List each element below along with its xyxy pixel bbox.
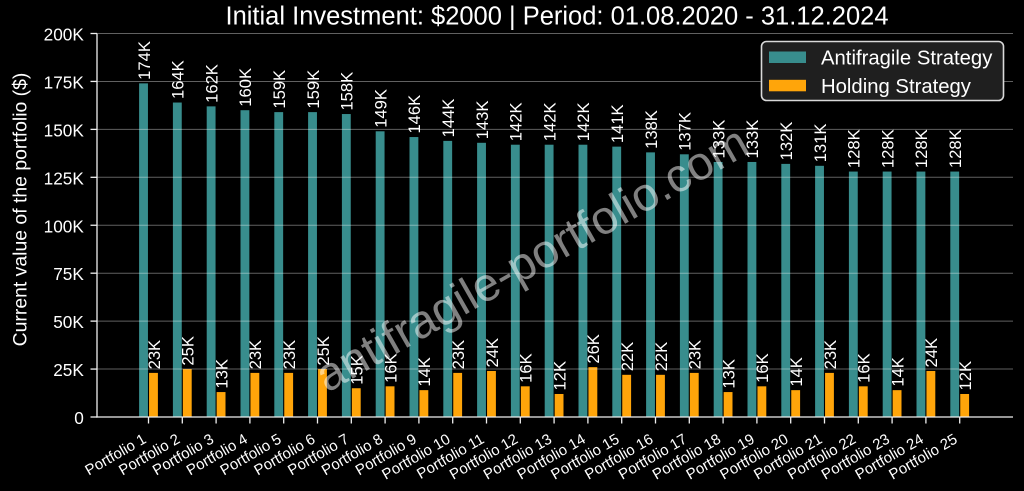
svg-text:128K: 128K — [878, 129, 897, 168]
svg-text:150K: 150K — [44, 120, 85, 140]
svg-text:23K: 23K — [280, 340, 299, 370]
svg-text:125K: 125K — [44, 168, 85, 188]
svg-text:25K: 25K — [53, 360, 84, 380]
svg-text:12K: 12K — [550, 361, 569, 391]
svg-text:128K: 128K — [946, 129, 965, 168]
svg-text:50K: 50K — [53, 312, 84, 332]
svg-text:133K: 133K — [743, 120, 762, 159]
svg-text:175K: 175K — [44, 72, 85, 92]
svg-text:23K: 23K — [246, 340, 265, 370]
svg-text:160K: 160K — [236, 68, 255, 107]
svg-text:142K: 142K — [540, 102, 559, 141]
svg-text:Current value of the portfolio: Current value of the portfolio ($) — [10, 73, 32, 347]
svg-text:131K: 131K — [811, 124, 830, 163]
svg-text:162K: 162K — [202, 64, 221, 103]
svg-text:Holding Strategy: Holding Strategy — [821, 76, 972, 98]
svg-text:142K: 142K — [507, 102, 526, 141]
svg-text:26K: 26K — [584, 334, 603, 364]
svg-text:23K: 23K — [686, 340, 705, 370]
svg-text:159K: 159K — [270, 70, 289, 109]
svg-text:Antifragile Strategy: Antifragile Strategy — [821, 48, 993, 70]
svg-text:24K: 24K — [922, 338, 941, 368]
svg-text:23K: 23K — [821, 340, 840, 370]
svg-text:25K: 25K — [314, 336, 333, 366]
svg-text:174K: 174K — [135, 41, 154, 80]
svg-text:137K: 137K — [676, 112, 695, 151]
svg-text:14K: 14K — [415, 357, 434, 387]
svg-text:138K: 138K — [642, 110, 661, 149]
svg-text:13K: 13K — [719, 359, 738, 389]
svg-text:164K: 164K — [169, 60, 188, 99]
svg-text:15K: 15K — [348, 355, 367, 385]
svg-text:200K: 200K — [44, 25, 85, 45]
svg-text:141K: 141K — [608, 104, 627, 143]
svg-text:14K: 14K — [888, 357, 907, 387]
svg-text:16K: 16K — [381, 353, 400, 383]
svg-text:128K: 128K — [845, 129, 864, 168]
svg-text:13K: 13K — [212, 359, 231, 389]
svg-text:24K: 24K — [483, 338, 502, 368]
svg-text:149K: 149K — [371, 89, 390, 128]
svg-text:23K: 23K — [145, 340, 164, 370]
svg-text:144K: 144K — [439, 99, 458, 138]
svg-text:128K: 128K — [912, 129, 931, 168]
svg-text:146K: 146K — [405, 95, 424, 134]
svg-text:132K: 132K — [777, 122, 796, 161]
svg-text:143K: 143K — [473, 101, 492, 140]
svg-text:75K: 75K — [53, 264, 84, 284]
svg-text:25K: 25K — [179, 336, 198, 366]
svg-text:Initial Investment: $2000 | Pe: Initial Investment: $2000 | Period: 01.0… — [226, 2, 889, 30]
svg-text:100K: 100K — [44, 216, 85, 236]
svg-text:16K: 16K — [753, 353, 772, 383]
svg-text:133K: 133K — [709, 120, 728, 159]
svg-text:159K: 159K — [304, 70, 323, 109]
svg-text:14K: 14K — [787, 357, 806, 387]
svg-text:158K: 158K — [338, 72, 357, 111]
svg-text:23K: 23K — [449, 340, 468, 370]
svg-text:0: 0 — [74, 408, 84, 428]
svg-text:16K: 16K — [517, 353, 536, 383]
svg-text:16K: 16K — [855, 353, 874, 383]
svg-text:22K: 22K — [652, 342, 671, 372]
svg-text:22K: 22K — [618, 342, 637, 372]
svg-text:142K: 142K — [574, 102, 593, 141]
svg-text:12K: 12K — [956, 361, 975, 391]
